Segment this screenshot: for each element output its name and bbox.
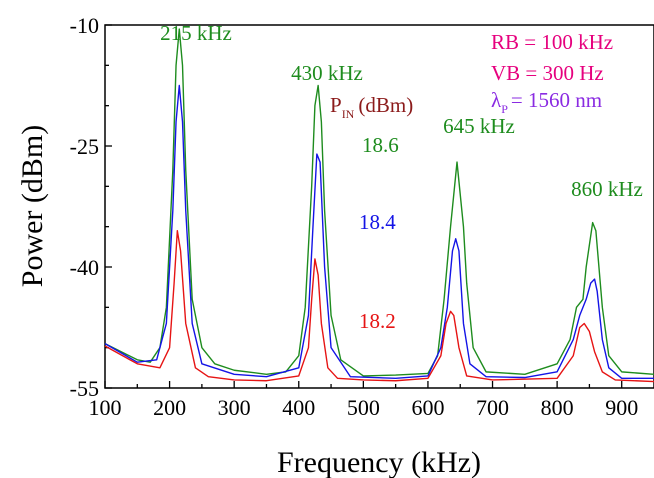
series-lines [104, 28, 654, 383]
series-line-18-6 [104, 28, 654, 377]
pin-label-unit: (dBm) [358, 93, 413, 117]
series-line-18-2 [104, 229, 654, 383]
x-tick-label: 700 [476, 395, 509, 420]
tick-labels: 100 200 300 400 500 600 700 800 900 -10 -25 -40 -55 [70, 13, 639, 420]
series-line-18-4 [104, 84, 654, 380]
pin-label-sub: IN [342, 107, 355, 121]
peak-label-645: 645 kHz [443, 114, 515, 138]
pin-label: PIN (dBm) [330, 93, 413, 121]
level-label-18-4: 18.4 [359, 210, 396, 234]
y-axis-title: Power (dBm) [16, 125, 49, 287]
peak-label-215: 215 kHz [160, 21, 232, 45]
y-tick-label: -40 [70, 255, 99, 280]
x-axis-title: Frequency (kHz) [277, 446, 481, 478]
x-tick-label: 900 [605, 395, 638, 420]
level-label-18-2: 18.2 [359, 309, 396, 333]
level-label-18-6: 18.6 [362, 133, 399, 157]
x-tick-label: 100 [89, 395, 122, 420]
x-tick-label: 600 [411, 395, 444, 420]
x-tick-label: 500 [347, 395, 380, 420]
y-tick-label: -10 [70, 13, 99, 38]
lambda-symbol: λ [491, 88, 502, 112]
plot-frame [104, 24, 654, 389]
lambda-value: = 1560 nm [511, 88, 602, 112]
x-tick-label: 400 [282, 395, 315, 420]
vb-label: VB = 300 Hz [491, 61, 604, 85]
y-tick-label: -55 [70, 376, 99, 401]
peak-label-430: 430 kHz [291, 61, 363, 85]
rb-label: RB = 100 kHz [491, 30, 613, 54]
peak-label-860: 860 kHz [571, 177, 643, 201]
x-tick-label: 300 [218, 395, 251, 420]
x-tick-label: 200 [153, 395, 186, 420]
lambda-label: λP = 1560 nm [491, 88, 602, 116]
x-tick-label: 800 [541, 395, 574, 420]
y-tick-label: -25 [70, 134, 99, 159]
pin-label-main: P [330, 93, 342, 117]
lambda-sub: P [501, 102, 508, 116]
